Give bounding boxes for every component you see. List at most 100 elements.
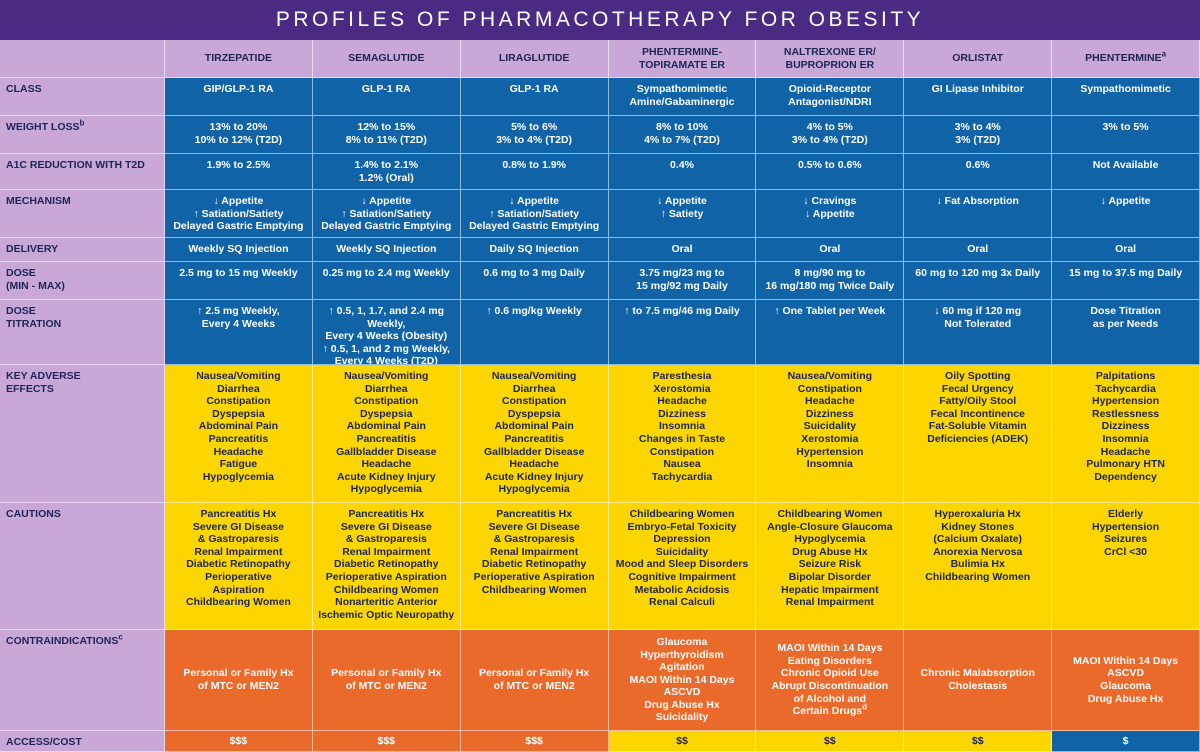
- row-label-text: DELIVERY: [6, 243, 59, 255]
- cell-text: $$: [760, 735, 899, 748]
- table-cell: Oral: [756, 238, 905, 262]
- cell-value: 1.4% to 2.1% 1.2% (Oral): [354, 159, 419, 184]
- cell-value: ↑ 0.5, 1, 1.7, and 2.4 mg Weekly, Every …: [322, 305, 450, 365]
- table: TIRZEPATIDE SEMAGLUTIDE LIRAGLUTIDE PHENTER…: [0, 40, 1200, 752]
- table-cell: Childbearing Women Embryo-Fetal Toxicity…: [608, 503, 757, 630]
- cell-text: 0.5% to 0.6%: [760, 159, 899, 172]
- cell-value: 8% to 10% 4% to 7% (T2D): [644, 121, 720, 146]
- drug-name: PHENTERMINE- TOPIRAMATE ER: [639, 45, 725, 71]
- cell-text: 1.9% to 2.5%: [169, 159, 308, 172]
- cell-value: 2.5 mg to 15 mg Weekly: [179, 267, 298, 279]
- cell-value: 0.6 mg to 3 mg Daily: [483, 267, 585, 279]
- cell-text: Opioid-Receptor Antagonist/NDRI: [760, 83, 899, 108]
- cell-value: ↓ Appetite: [1100, 195, 1151, 207]
- cell-text: Weekly SQ Injection: [169, 243, 308, 256]
- cell-value: ↓ Appetite ↑ Satiation/Satiety Delayed G…: [173, 195, 304, 233]
- column-header: ORLISTAT: [904, 40, 1053, 78]
- row-label-text: CLASS: [6, 83, 42, 95]
- cell-value: 0.6%: [965, 159, 990, 171]
- cell-text: ↑ One Tablet per Week: [760, 305, 899, 318]
- table-cell: $: [1052, 731, 1200, 752]
- cell-text: Sympathomimetic Amine/Gabaminergic: [613, 83, 752, 108]
- table-cell: Pancreatitis Hx Severe GI Disease & Gast…: [312, 503, 461, 630]
- table-cell: ↓ 60 mg if 120 mg Not Tolerated: [904, 300, 1053, 365]
- table-cell: Personal or Family Hx of MTC or MEN2: [460, 630, 609, 731]
- cell-value: Oral: [1115, 243, 1137, 255]
- cell-text: ↓ Appetite ↑ Satiation/Satiety Delayed G…: [317, 195, 456, 233]
- cell-value: Paresthesia Xerostomia Headache Dizzines…: [638, 370, 726, 483]
- cell-text: ↓ Cravings ↓ Appetite: [760, 195, 899, 220]
- drug-name: ORLISTAT: [952, 52, 1004, 65]
- cell-value: Childbearing Women Angle-Closure Glaucom…: [767, 508, 893, 609]
- drug-name: LIRAGLUTIDE: [498, 52, 570, 65]
- table-cell: 1.4% to 2.1% 1.2% (Oral): [312, 154, 461, 190]
- cell-value: 5% to 6% 3% to 4% (T2D): [496, 121, 573, 146]
- column-header: NALTREXONE ER/ BUPROPRION ER: [756, 40, 905, 78]
- cell-text: Chronic Malabsorption Cholestasis: [921, 667, 1035, 692]
- table-cell: Oral: [608, 238, 757, 262]
- cell-text: Oral: [1056, 243, 1195, 256]
- footnote-mark: d: [862, 702, 867, 712]
- cell-value: Sympathomimetic: [1080, 83, 1171, 95]
- cell-text: 13% to 20% 10% to 12% (T2D): [169, 121, 308, 146]
- table-cell: Nausea/Vomiting Diarrhea Constipation Dy…: [312, 365, 461, 503]
- cell-text: Nausea/Vomiting Diarrhea Constipation Dy…: [465, 370, 604, 496]
- row-label-text: CAUTIONS: [6, 508, 61, 520]
- cell-value: MAOI Within 14 Days Eating Disorders Chr…: [771, 642, 889, 718]
- table-cell: 3% to 5%: [1052, 116, 1200, 154]
- cell-value: Pancreatitis Hx Severe GI Disease & Gast…: [473, 508, 595, 596]
- table-cell: 3.75 mg/23 mg to 15 mg/92 mg Daily: [608, 262, 757, 300]
- header-text: SEMAGLUTIDE: [348, 52, 424, 65]
- row-label: WEIGHT LOSSb: [0, 116, 165, 154]
- table-cell: ↓ Cravings ↓ Appetite: [756, 190, 905, 238]
- table-cell: 3% to 4% 3% (T2D): [904, 116, 1053, 154]
- corner-cell: [0, 40, 165, 78]
- cell-value: Oily Spotting Fecal Urgency Fatty/Oily S…: [927, 370, 1029, 445]
- table-cell: $$: [608, 731, 757, 752]
- cell-value: Glaucoma Hyperthyroidism Agitation MAOI …: [629, 635, 735, 724]
- row-label: ACCESS/COST: [0, 731, 165, 752]
- table-cell: ↑ One Tablet per Week: [756, 300, 905, 365]
- cell-text: 2.5 mg to 15 mg Weekly: [169, 267, 308, 280]
- cell-text: Nausea/Vomiting Diarrhea Constipation Dy…: [169, 370, 308, 483]
- cell-value: GLP-1 RA: [361, 83, 411, 95]
- cell-value: ↓ Appetite ↑ Satiation/Satiety Delayed G…: [469, 195, 600, 233]
- cell-text: Hyperoxaluria Hx Kidney Stones (Calcium …: [908, 508, 1047, 584]
- cell-text: Pancreatitis Hx Severe GI Disease & Gast…: [465, 508, 604, 596]
- cell-text: ↑ to 7.5 mg/46 mg Daily: [613, 305, 752, 318]
- cell-text: Personal or Family Hx of MTC or MEN2: [183, 667, 293, 692]
- cell-text: $$: [613, 735, 752, 748]
- cell-value: Personal or Family Hx of MTC or MEN2: [183, 667, 294, 692]
- cell-value: Oral: [819, 243, 841, 255]
- table-cell: $$$: [460, 731, 609, 752]
- drug-name: TIRZEPATIDE: [204, 52, 273, 65]
- cell-text: GIP/GLP-1 RA: [169, 83, 308, 96]
- table-cell: Palpitations Tachycardia Hypertension Re…: [1052, 365, 1200, 503]
- row-label: DOSE (MIN - MAX): [0, 262, 165, 300]
- table-cell: ↓ Fat Absorption: [904, 190, 1053, 238]
- cell-text: Nausea/Vomiting Diarrhea Constipation Dy…: [317, 370, 456, 496]
- cell-value: GI Lipase Inhibitor: [931, 83, 1024, 95]
- table-cell: GLP-1 RA: [460, 78, 609, 116]
- cell-value: Oral: [967, 243, 989, 255]
- row-label-text: CONTRAINDICATIONS: [6, 635, 119, 647]
- column-header: SEMAGLUTIDE: [312, 40, 461, 78]
- cell-value: Nausea/Vomiting Diarrhea Constipation Dy…: [196, 370, 281, 483]
- cell-text: ↓ Appetite ↑ Satiation/Satiety Delayed G…: [465, 195, 604, 233]
- cell-text: GI Lipase Inhibitor: [908, 83, 1047, 96]
- cell-text: Childbearing Women Angle-Closure Glaucom…: [760, 508, 899, 609]
- row-label-text: ACCESS/COST: [6, 736, 82, 748]
- column-header: PHENTERMINE- TOPIRAMATE ER: [608, 40, 757, 78]
- cell-value: 0.8% to 1.9%: [502, 159, 566, 171]
- table-cell: MAOI Within 14 Days Eating Disorders Chr…: [756, 630, 905, 731]
- row-label: DOSE TITRATION: [0, 300, 165, 365]
- table-cell: Pancreatitis Hx Severe GI Disease & Gast…: [165, 503, 313, 630]
- column-header: PHENTERMINEa: [1052, 40, 1200, 78]
- header-text: NALTREXONE ER/ BUPROPRION ER: [784, 46, 876, 71]
- table-cell: Nausea/Vomiting Diarrhea Constipation Dy…: [460, 365, 609, 503]
- table-cell: 0.4%: [608, 154, 757, 190]
- cell-value: ↑ 2.5 mg Weekly, Every 4 Weeks: [197, 305, 280, 330]
- cell-text: Paresthesia Xerostomia Headache Dizzines…: [613, 370, 752, 483]
- cell-value: $$$: [229, 735, 248, 747]
- cell-value: $$$: [377, 735, 396, 747]
